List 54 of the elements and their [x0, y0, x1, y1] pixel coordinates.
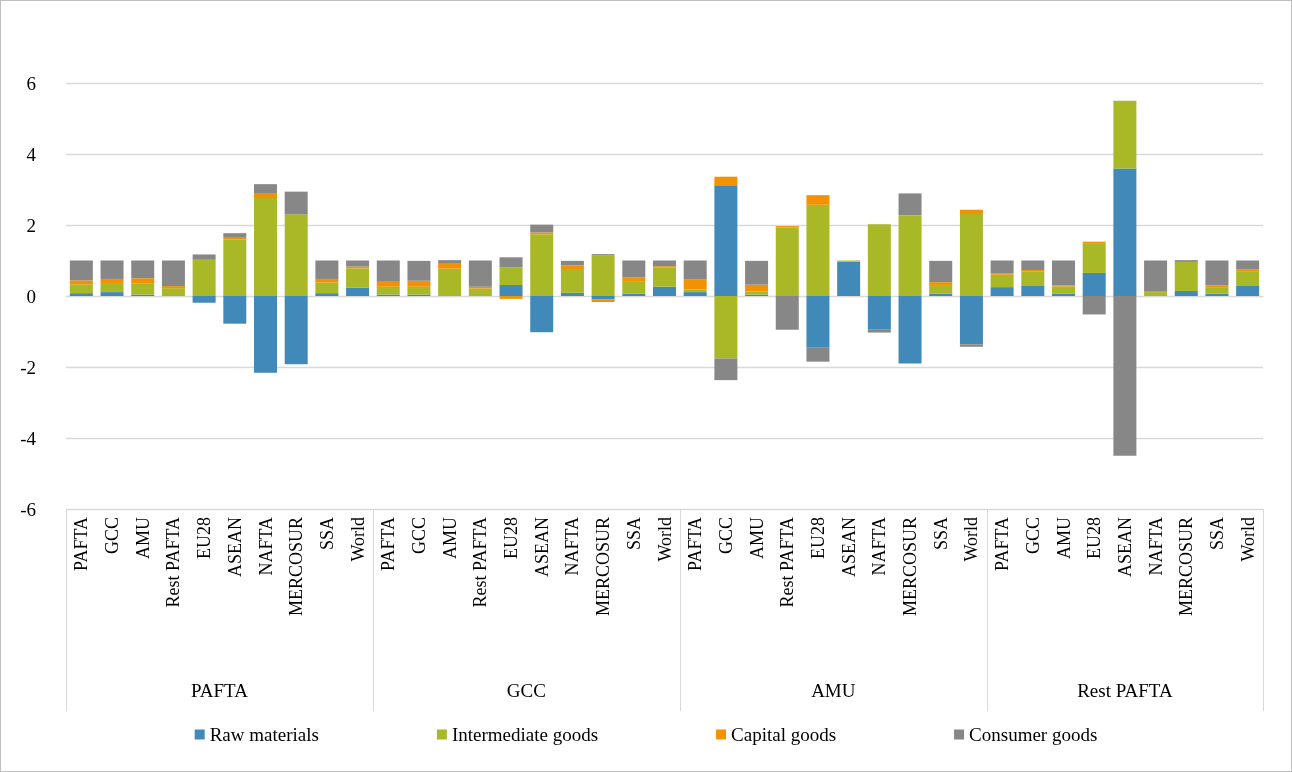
x-tick-label: GCC — [408, 517, 429, 555]
legend-label: Intermediate goods — [451, 724, 599, 745]
y-tick-label: 4 — [26, 143, 37, 165]
legend-label: Capital goods — [731, 724, 837, 745]
x-tick-label: EU28 — [807, 517, 828, 559]
x-tick-label: PAFTA — [71, 517, 92, 571]
x-tick-label: NAFTA — [869, 517, 890, 576]
x-tick-label: World — [1237, 517, 1258, 562]
x-tick-label: World — [347, 517, 368, 562]
x-tick-label: EU28 — [501, 517, 522, 559]
x-tick-label: Rest PAFTA — [777, 517, 798, 608]
x-tick-label: MERCOSUR — [1176, 517, 1197, 617]
x-tick-label: PAFTA — [685, 517, 706, 571]
y-tick-label: -6 — [20, 498, 36, 520]
x-tick-label: EU28 — [1084, 517, 1105, 559]
y-tick-label: 0 — [26, 285, 36, 307]
x-tick-label: PAFTA — [378, 517, 399, 571]
text: AMU — [811, 680, 856, 701]
x-tick-label: ASEAN — [838, 517, 859, 578]
x-tick-label: SSA — [930, 517, 951, 551]
y-tick-label: 6 — [26, 72, 36, 94]
legend-label: Consumer goods — [969, 724, 1098, 745]
y-tick-label: -4 — [20, 427, 37, 449]
x-tick-label: EU28 — [194, 517, 215, 559]
x-tick-label: SSA — [316, 517, 337, 551]
x-tick-label: Rest PAFTA — [470, 517, 491, 608]
x-tick-label: AMU — [132, 517, 153, 560]
x-tick-label: NAFTA — [255, 517, 276, 576]
legend-label: Raw materials — [209, 724, 319, 745]
x-tick-label: World — [961, 517, 982, 562]
x-tick-label: GCC — [102, 517, 123, 555]
x-tick-label: AMU — [439, 517, 460, 560]
x-tick-label: AMU — [1053, 517, 1074, 560]
x-tick-label: GCC — [715, 517, 736, 555]
x-tick-label: SSA — [623, 517, 644, 551]
y-tick-label: 2 — [26, 214, 36, 236]
x-tick-label: SSA — [1206, 517, 1227, 551]
x-tick-label: MERCOSUR — [286, 517, 307, 617]
x-tick-label: ASEAN — [531, 517, 552, 578]
x-tick-label: ASEAN — [1114, 517, 1135, 578]
x-tick-label: NAFTA — [562, 517, 583, 576]
x-tick-label: Rest PAFTA — [163, 517, 184, 608]
text: Rest PAFTA — [1077, 680, 1173, 701]
x-tick-label: MERCOSUR — [900, 517, 921, 617]
x-tick-label: GCC — [1022, 517, 1043, 555]
text: GCC — [506, 680, 546, 701]
x-tick-label: ASEAN — [224, 517, 245, 578]
x-tick-label: PAFTA — [992, 517, 1013, 571]
x-tick-label: AMU — [746, 517, 767, 560]
text: PAFTA — [191, 680, 249, 701]
x-tick-label: MERCOSUR — [593, 517, 614, 617]
y-tick-label: -2 — [20, 356, 36, 378]
x-tick-label: NAFTA — [1145, 517, 1166, 576]
x-tick-label: World — [654, 517, 675, 562]
